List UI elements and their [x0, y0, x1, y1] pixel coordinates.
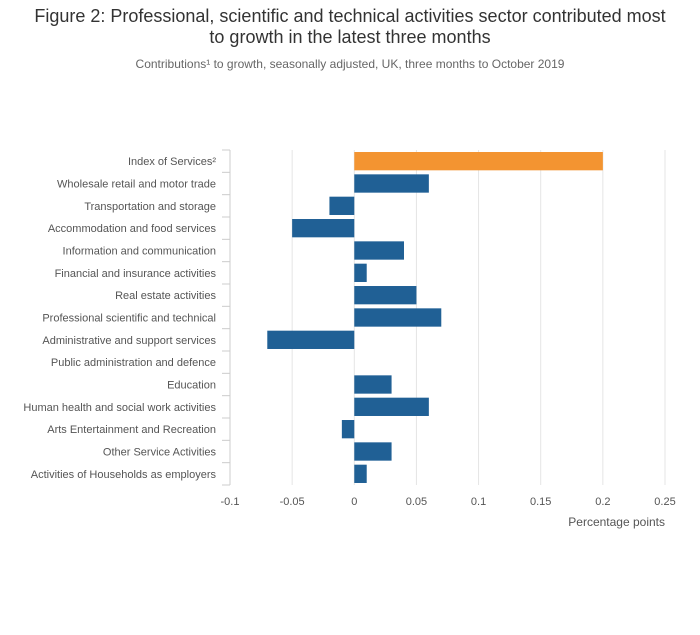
x-tick-label: 0.2 — [595, 496, 610, 508]
chart-title: Figure 2: Professional, scientific and t… — [34, 6, 666, 47]
x-tick-label: -0.05 — [280, 496, 305, 508]
category-label: Financial and insurance activities — [55, 268, 217, 280]
category-label: Accommodation and food services — [48, 223, 217, 235]
category-label: Administrative and support services — [42, 335, 216, 347]
bar — [354, 152, 603, 171]
category-label: Arts Entertainment and Recreation — [47, 424, 216, 436]
category-label: Other Service Activities — [103, 447, 217, 459]
category-label: Transportation and storage — [84, 201, 216, 213]
x-tick-label: 0.25 — [654, 496, 675, 508]
x-tick-labels: -0.1 -0.05 0 0.05 0.1 0.15 0.2 0.25 — [221, 496, 676, 508]
bar — [354, 397, 429, 416]
category-label: Wholesale retail and motor trade — [57, 179, 216, 191]
category-label: Index of Services² — [128, 156, 216, 168]
x-tick-label: -0.1 — [221, 496, 240, 508]
bar — [354, 442, 392, 461]
category-label: Information and communication — [63, 246, 216, 258]
bars — [267, 152, 603, 483]
bar — [354, 308, 442, 327]
x-tick-label: 0.05 — [406, 496, 427, 508]
chart-header: Figure 2: Professional, scientific and t… — [0, 6, 700, 71]
bar — [354, 375, 392, 394]
category-label: Activities of Households as employers — [31, 469, 217, 481]
category-labels: Index of Services² Wholesale retail and m… — [23, 156, 216, 481]
bar — [329, 196, 355, 215]
x-axis-title: Percentage points — [568, 515, 665, 529]
chart-subtitle: Contributions¹ to growth, seasonally adj… — [135, 57, 565, 71]
gridlines — [229, 150, 666, 485]
bar — [354, 464, 367, 483]
bar — [354, 286, 417, 305]
x-tick-label: 0.15 — [530, 496, 551, 508]
bar — [354, 263, 367, 282]
x-tick-label: 0 — [351, 496, 357, 508]
y-axis — [222, 149, 231, 486]
category-label: Education — [167, 380, 216, 392]
category-label: Public administration and defence — [51, 357, 216, 369]
bar — [354, 174, 429, 193]
category-label: Real estate activities — [115, 290, 216, 302]
category-label: Human health and social work activities — [23, 402, 216, 414]
category-label: Professional scientific and technical — [42, 313, 216, 325]
bar — [354, 241, 404, 260]
bar — [267, 330, 355, 349]
bar — [341, 420, 355, 439]
bar — [292, 219, 355, 238]
x-tick-label: 0.1 — [471, 496, 486, 508]
